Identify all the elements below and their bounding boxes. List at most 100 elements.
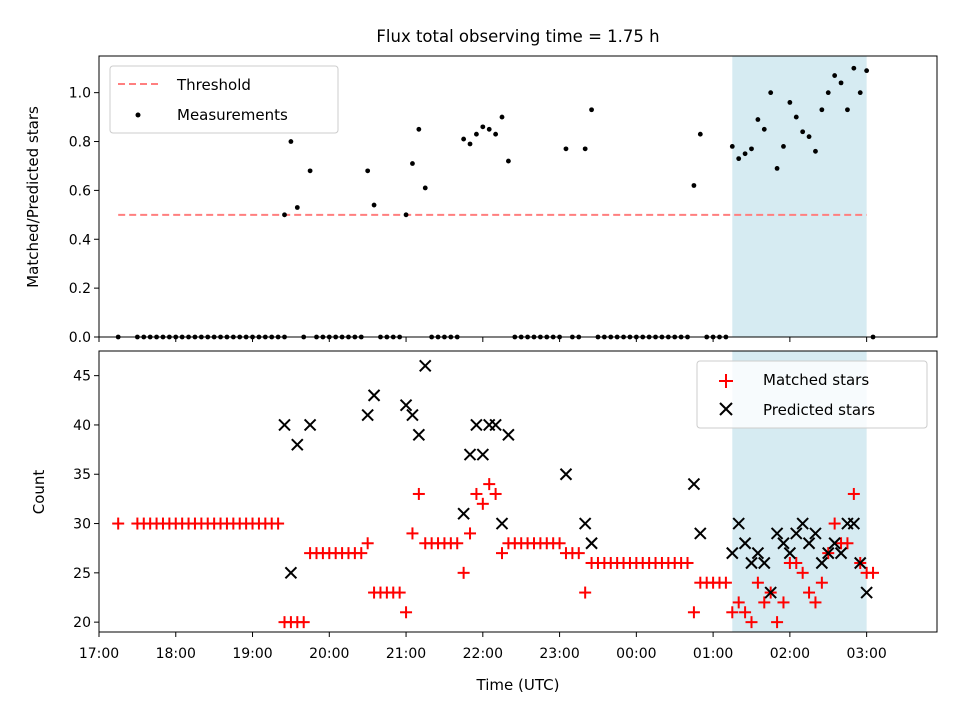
predicted-star-point <box>502 428 515 442</box>
predicted-star-point <box>495 517 509 530</box>
measurement-point <box>499 114 505 120</box>
matched-star-point <box>579 586 592 599</box>
predicted-star-point <box>777 537 790 550</box>
bottom-y-tick-label: 35 <box>73 467 91 483</box>
bottom-x-tick-label: 01:00 <box>693 646 733 662</box>
measurement-point <box>774 166 780 171</box>
predicted-star-point <box>687 477 701 491</box>
measurement-point <box>422 185 428 191</box>
predicted-star-point <box>847 517 861 530</box>
predicted-star-point <box>854 556 867 570</box>
measurement-point <box>294 205 300 210</box>
predicted-star-point <box>412 428 426 442</box>
matched-star-point <box>572 547 585 560</box>
measurement-point <box>825 90 831 96</box>
matched-star-point <box>719 576 732 589</box>
measurement-point <box>729 144 735 149</box>
bottom-legend-box <box>696 360 928 429</box>
matched-star-point <box>464 527 477 540</box>
measurement-point <box>461 136 467 142</box>
measurement-point <box>474 131 479 137</box>
predicted-star-point <box>783 546 797 560</box>
top-y-tick-label: 0.8 <box>69 135 91 151</box>
bottom-x-tick-label: 22:00 <box>463 646 503 662</box>
matched-star-point <box>803 586 816 599</box>
measurement-point <box>563 146 569 152</box>
matched-star-point <box>777 596 790 609</box>
measurement-point <box>288 139 294 144</box>
predicted-star-point <box>559 468 573 481</box>
matched-star-point <box>687 606 700 619</box>
bottom-x-tick-label: 19:00 <box>232 646 272 662</box>
predicted-star-point <box>419 359 432 372</box>
predicted-star-point <box>764 586 777 599</box>
measurement-point <box>832 73 838 78</box>
matched-star-point <box>828 517 841 530</box>
measurement-point <box>813 148 818 154</box>
predicted-star-point <box>809 527 822 540</box>
matched-star-point <box>297 616 310 629</box>
measurement-point <box>365 168 371 174</box>
top-y-tick-label: 0.6 <box>69 183 91 199</box>
measurement-point <box>761 126 767 132</box>
measurement-point <box>851 65 857 71</box>
bottom-panel: 20 25 30 35 40 45 17:00 18:00 19:00 20:00 21:00 22… <box>30 350 938 694</box>
top-plot-frame <box>98 55 938 338</box>
top-legend: Threshold Measurements <box>109 65 339 134</box>
predicted-star-point <box>732 517 745 530</box>
matched-star-point <box>847 487 860 500</box>
predicted-star-point <box>751 546 765 560</box>
predicted-star-point <box>291 438 304 451</box>
measurement-point <box>403 212 409 218</box>
measurement-point <box>864 68 870 74</box>
measurement-point <box>467 141 473 147</box>
measurement-point <box>819 107 825 113</box>
matched-star-point <box>815 576 828 589</box>
matched-star-point <box>796 566 809 579</box>
bottom-y-axis: 20 25 30 35 40 45 <box>73 369 99 631</box>
measurement-point <box>282 212 287 218</box>
measurement-point <box>410 161 415 166</box>
matched-star-point <box>809 596 822 609</box>
matched-star-point <box>867 566 880 579</box>
matched-star-point <box>790 556 803 569</box>
predicted-star-point <box>834 546 848 560</box>
bottom-y-tick-label: 25 <box>73 566 91 582</box>
predicted-legend-label: Predicted stars <box>763 401 875 419</box>
bottom-y-tick-label: 20 <box>73 615 91 631</box>
measurement-point <box>793 114 799 120</box>
matched-stars-series <box>112 478 880 629</box>
measurement-point <box>838 80 844 86</box>
matched-star-point <box>489 487 502 500</box>
predicted-star-point <box>278 418 291 432</box>
matched-star-point <box>412 487 425 500</box>
predicted-star-point <box>303 418 317 432</box>
top-legend-box <box>109 65 339 134</box>
matched-star-point <box>751 576 764 589</box>
bottom-legend: Matched stars Predicted stars <box>696 360 928 429</box>
top-panel: 0.0 0.2 0.4 0.6 0.8 1.0 Matched/Predicted sta… <box>24 55 938 346</box>
bottom-y-axis-label: Count <box>30 470 48 515</box>
measurement-point <box>806 134 812 140</box>
predicted-star-point <box>828 537 841 550</box>
matched-star-point <box>745 616 758 629</box>
matched-star-point <box>726 606 739 619</box>
matched-legend-swatch <box>719 374 733 388</box>
matched-star-point <box>451 537 464 550</box>
measurement-point <box>506 158 511 164</box>
measurement-point <box>857 90 863 96</box>
predicted-star-point <box>790 527 803 540</box>
bottom-x-tick-label: 00:00 <box>616 646 656 662</box>
predicted-star-point <box>815 556 829 570</box>
top-x-axis-ticks <box>98 337 868 342</box>
matched-star-point <box>732 596 745 609</box>
matched-star-point <box>483 478 496 491</box>
predicted-star-point <box>802 537 816 550</box>
top-y-tick-label: 0.2 <box>69 281 91 297</box>
bottom-x-tick-label: 21:00 <box>386 646 426 662</box>
measurement-point <box>845 107 850 113</box>
matched-star-point <box>758 596 771 609</box>
predicted-star-point <box>470 418 483 432</box>
top-y-tick-label: 0.0 <box>69 330 91 346</box>
x-axis-label: Time (UTC) <box>476 676 560 694</box>
